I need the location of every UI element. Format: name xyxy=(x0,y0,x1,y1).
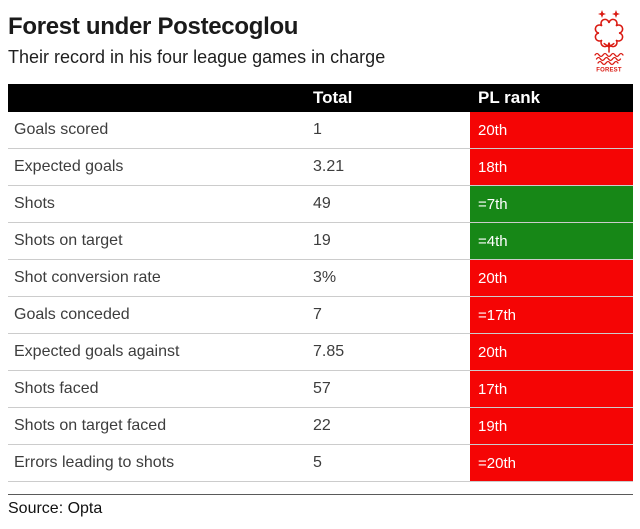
table-body: Goals scored 1 20th Expected goals 3.21 18th S… xyxy=(8,112,633,482)
stat-total-value: 3% xyxy=(313,269,337,286)
table-row: Goals conceded 7 =17th xyxy=(8,297,633,334)
source-credit: Source: Opta xyxy=(8,500,103,517)
stat-total-value: 22 xyxy=(313,417,331,434)
stats-table: Total PL rank Goals scored 1 20th Expected … xyxy=(8,84,633,482)
table-row: Shot conversion rate 3% 20th xyxy=(8,260,633,297)
stat-rank-badge: 17th xyxy=(470,371,633,407)
stat-total-value: 57 xyxy=(313,380,331,397)
table-header-row: Total PL rank xyxy=(8,84,633,112)
stat-rank-badge: 20th xyxy=(470,260,633,296)
page-subtitle: Their record in his four league games in… xyxy=(8,47,386,67)
table-row: Shots on target faced 22 19th xyxy=(8,408,633,445)
stat-total-value: 5 xyxy=(313,454,322,471)
stat-total-value: 7.85 xyxy=(313,343,345,360)
stat-rank-badge: =7th xyxy=(470,186,633,222)
crest-canopy xyxy=(594,18,624,48)
stat-rank-badge: =4th xyxy=(470,223,633,259)
stat-label: Shots on target xyxy=(14,232,123,249)
stat-rank-badge: =20th xyxy=(470,445,633,481)
stat-rank-badge: 18th xyxy=(470,149,633,185)
stat-total-value: 19 xyxy=(313,232,331,249)
footer-divider xyxy=(8,494,633,495)
column-header-total: Total xyxy=(313,88,353,107)
crest-wordmark: FOREST xyxy=(596,68,622,74)
table-row: Shots faced 57 17th xyxy=(8,371,633,408)
column-header-pl-rank: PL rank xyxy=(478,88,541,107)
stat-label: Errors leading to shots xyxy=(14,454,175,471)
stat-label: Goals conceded xyxy=(14,306,130,323)
stat-rank-badge: 19th xyxy=(470,408,633,444)
stat-total-value: 49 xyxy=(313,195,331,212)
table-row: Errors leading to shots 5 =20th xyxy=(8,445,633,482)
crest-stars xyxy=(598,10,620,18)
crest-branches xyxy=(603,42,615,48)
nottingham-forest-crest-icon: FOREST xyxy=(594,10,624,74)
table-row: Shots on target 19 =4th xyxy=(8,223,633,260)
table-row: Shots 49 =7th xyxy=(8,186,633,223)
stat-label: Shot conversion rate xyxy=(14,269,161,286)
stat-label: Expected goals xyxy=(14,158,124,175)
stat-rank-badge: 20th xyxy=(470,112,633,148)
stat-total-value: 1 xyxy=(313,121,322,138)
stat-total-value: 3.21 xyxy=(313,158,345,175)
stat-label: Shots faced xyxy=(14,380,99,397)
stat-label: Goals scored xyxy=(14,121,109,138)
crest-waves xyxy=(594,52,624,66)
stat-label: Shots on target faced xyxy=(14,417,167,434)
table-row: Expected goals against 7.85 20th xyxy=(8,334,633,371)
table-row: Expected goals 3.21 18th xyxy=(8,149,633,186)
stat-rank-badge: =17th xyxy=(470,297,633,333)
page-title: Forest under Postecoglou xyxy=(8,13,299,40)
stat-total-value: 7 xyxy=(313,306,322,323)
stat-label: Expected goals against xyxy=(14,343,180,360)
stat-rank-badge: 20th xyxy=(470,334,633,370)
stat-label: Shots xyxy=(14,195,55,212)
table-row: Goals scored 1 20th xyxy=(8,112,633,149)
